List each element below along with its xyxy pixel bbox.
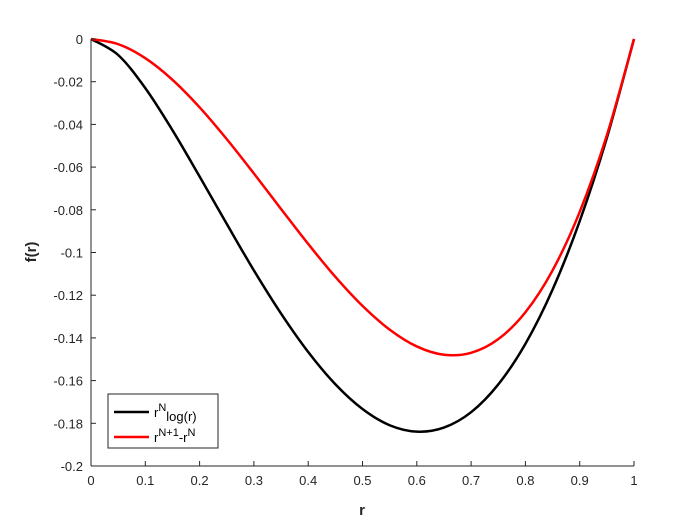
y-tick-label: -0.06 <box>53 160 83 175</box>
x-tick-label: 0.8 <box>516 473 534 488</box>
legend-label-1: rN+1-rN <box>154 427 196 445</box>
x-tick-label: 0.9 <box>571 473 589 488</box>
x-tick-label: 0.1 <box>136 473 154 488</box>
x-tick-label: 1 <box>630 473 637 488</box>
x-tick-label: 0.4 <box>299 473 317 488</box>
x-tick-label: 0 <box>87 473 94 488</box>
series-layer <box>90 37 636 433</box>
series-line-0 <box>90 37 636 433</box>
x-tick-label: 0.3 <box>245 473 263 488</box>
y-tick-label: -0.18 <box>53 416 83 431</box>
x-tick-label: 0.2 <box>191 473 209 488</box>
x-tick-label: 0.6 <box>408 473 426 488</box>
y-tick-label: -0.04 <box>53 117 83 132</box>
x-tick-label: 0.7 <box>462 473 480 488</box>
y-tick-label: -0.2 <box>61 459 83 474</box>
legend-label-0: rNlog(r) <box>154 402 197 424</box>
x-tick-label: 0.5 <box>353 473 371 488</box>
legend: rNlog(r) rN+1-rN <box>107 393 219 449</box>
y-tick-label: 0 <box>76 32 83 47</box>
y-tick-label: -0.02 <box>53 75 83 90</box>
y-tick-label: -0.12 <box>53 288 83 303</box>
y-tick-label: -0.1 <box>61 246 83 261</box>
y-tick-label: -0.14 <box>53 331 83 346</box>
axes-layer: 0 0.1 0.2 0.3 0.4 0.5 0.6 0.7 0.8 0.9 1 0 -0.02 -0.04… <box>53 32 637 488</box>
legend-box <box>107 393 219 449</box>
y-tick-label: -0.16 <box>53 374 83 389</box>
y-axis-label: f(r) <box>23 242 40 263</box>
y-tick-label: -0.08 <box>53 203 83 218</box>
series-line-1 <box>90 37 636 357</box>
x-axis-label: r <box>359 502 365 519</box>
